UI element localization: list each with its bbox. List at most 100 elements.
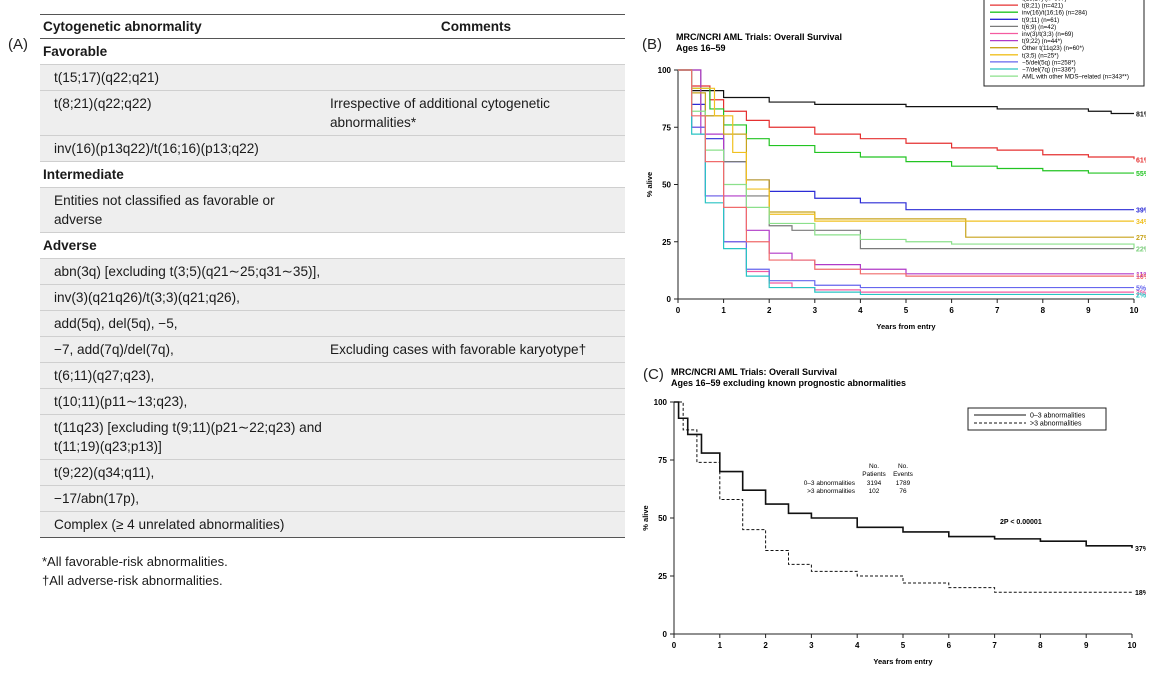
table-row: abn(3q) [excluding t(3;5)(q21∼25;q31∼35)… [40,258,625,285]
comment-cell [327,258,625,285]
curve-end-label: 10% [1136,274,1146,281]
y-tick-label: 0 [667,295,672,304]
y-tick-label: 25 [662,238,671,247]
survival-chart-by-abnormality-count: MRC/NCRI AML Trials: Overall SurvivalAge… [641,367,1146,666]
table-row: t(10;11)(p11∼13;q23), [40,388,625,415]
abnormality-cell: t(6;11)(q27;q23), [40,362,327,389]
comment-cell [327,414,625,460]
stats-header-events: Events [893,471,914,478]
x-tick-label: 0 [672,641,677,650]
legend-label: inv(3)/t(3;3) (n=69) [1022,31,1073,38]
stats-header-events-no: No. [898,463,908,470]
survival-chart-by-cytogenetics: MRC/NCRI AML Trials: Overall SurvivalAge… [645,0,1146,331]
header-comments: Comments [327,14,625,39]
table-body: Favorable t(15;17)(q22;q21) t(8;21)(q22;q2… [40,38,625,538]
category-row: Adverse [40,232,625,259]
curve-end-label: 61% [1136,157,1146,164]
x-tick-label: 0 [676,306,681,315]
comment-cell [327,362,625,389]
p-value-annotation: 2P < 0.00001 [1000,519,1042,526]
chart-subtitle: Ages 16–59 [676,43,726,53]
x-tick-label: 1 [721,306,726,315]
x-tick-label: 10 [1128,641,1137,650]
legend-label: t(9;22) (n=44*) [1022,38,1062,45]
panel-label-a: (A) [8,36,28,53]
comment-cell [327,135,625,162]
x-tick-label: 8 [1041,306,1046,315]
comment-cell: Irrespective of additional cytogenetic a… [327,90,625,136]
table-row: Complex (≥ 4 unrelated abnormalities) [40,511,625,538]
category-row: Intermediate [40,161,625,188]
table-row: t(6;11)(q27;q23), [40,362,625,389]
comment-cell: Excluding cases with favorable karyotype… [327,336,625,363]
x-tick-label: 7 [995,306,1000,315]
abnormality-cell: inv(3)(q21q26)/t(3;3)(q21;q26), [40,284,327,311]
y-tick-label: 75 [662,123,671,132]
curve-end-label: 34% [1136,219,1146,226]
stats-events-value: 76 [899,488,907,495]
table-header-row: Cytogenetic abnormality Comments [40,14,625,39]
survival-curve-solid [674,401,1133,549]
x-tick-label: 3 [813,306,818,315]
abnormality-cell: inv(16)(p13q22)/t(16;16)(p13;q22) [40,135,327,162]
cytogenetics-table: Cytogenetic abnormality Comments Favorab… [40,14,625,538]
x-tick-label: 7 [992,641,997,650]
y-tick-label: 25 [658,572,667,581]
abnormality-cell: abn(3q) [excluding t(3;5)(q21∼25;q31∼35)… [40,258,327,285]
y-tick-label: 50 [662,181,671,190]
cytogenetics-table-panel: Cytogenetic abnormality Comments Favorab… [40,14,625,590]
x-tick-label: 9 [1084,641,1089,650]
abnormality-cell: Complex (≥ 4 unrelated abnormalities) [40,511,327,538]
abnormality-cell: t(10;11)(p11∼13;q23), [40,388,327,415]
curve-end-label: 22% [1136,247,1146,254]
comment-cell [327,459,625,486]
stats-row-label: >3 abnormalities [807,488,856,495]
chart-subtitle: Ages 16–59 excluding known prognostic ab… [671,378,906,388]
comment-cell [327,284,625,311]
chart-title: MRC/NCRI AML Trials: Overall Survival [676,32,842,42]
x-tick-label: 4 [858,306,863,315]
legend-label: AML with other MDS–related (n=343**) [1022,74,1129,81]
legend-label: t(9;11) (n=61) [1022,17,1059,24]
stats-events-value: 1789 [896,480,911,487]
y-tick-label: 75 [658,456,667,465]
y-tick-label: 100 [654,398,668,407]
comment-cell [327,511,625,538]
curve-end-label: 2% [1136,292,1146,299]
legend-label: −5/del(5q) (n=258*) [1022,59,1076,66]
legend-label: inv(16)/t(16;16) (n=284) [1022,10,1087,17]
footnote-adverse: †All adverse-risk abnormalities. [42,573,223,588]
legend-label: Other t(11q23) (n=60*) [1022,45,1084,52]
comment-cell [327,388,625,415]
x-tick-label: 9 [1086,306,1091,315]
y-tick-label: 50 [658,514,667,523]
survival-curve [678,69,1134,277]
table-row: inv(3)(q21q26)/t(3;3)(q21;q26), [40,284,625,311]
panel-label-c: (C) [643,366,664,383]
table-row: inv(16)(p13q22)/t(16;16)(p13;q22) [40,135,625,162]
table-row: t(9;22)(q34;q11), [40,459,625,486]
abnormality-cell: −7, add(7q)/del(7q), [40,336,327,363]
legend-label: −7/del(7q) (n=336*) [1022,67,1076,74]
abnormality-cell: −17/abn(17p), [40,485,327,512]
curve-end-label: 3% [1136,290,1146,297]
abnormality-cell: t(15;17)(q22;q21) [40,64,327,91]
comment-cell [327,232,625,259]
legend-box [967,407,1107,431]
category-label: Intermediate [40,161,327,188]
curve-end-label: 37% [1135,546,1146,553]
y-tick-label: 0 [663,630,668,639]
x-axis-label: Years from entry [873,657,933,666]
panel-label-b: (B) [642,36,662,53]
legend-label: >3 abnormalities [1030,421,1082,428]
table-row: t(8;21)(q22;q22) Irrespective of addition… [40,90,625,136]
curve-end-label: 39% [1136,208,1146,215]
survival-curve [678,69,1134,174]
curve-end-label: 27% [1136,235,1146,242]
abnormality-cell: t(9;22)(q34;q11), [40,459,327,486]
x-tick-label: 8 [1038,641,1043,650]
survival-curve [678,69,1134,296]
x-tick-label: 2 [763,641,768,650]
legend-box [983,0,1145,87]
stats-header-patients-no: No. [869,463,879,470]
